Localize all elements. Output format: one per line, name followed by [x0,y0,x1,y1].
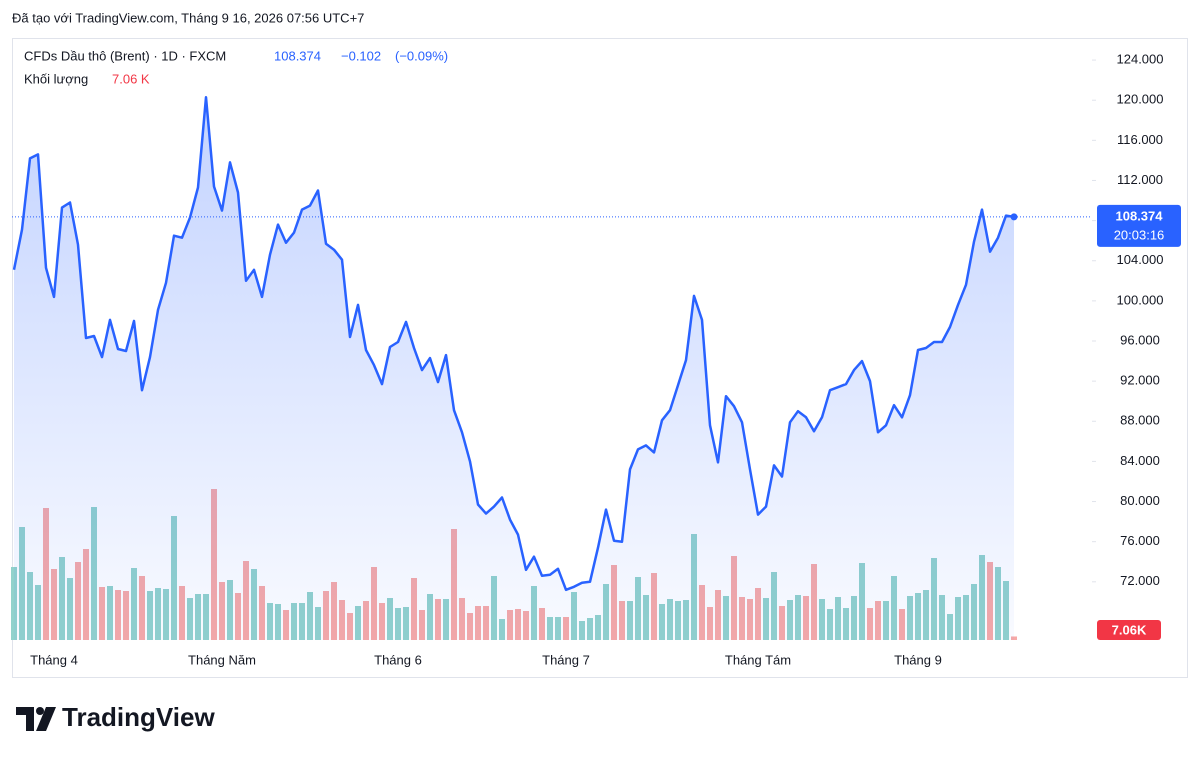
x-tick-label: Tháng 7 [542,652,590,667]
logo-icon [36,707,44,715]
logo-text: TradingView [62,702,215,732]
y-tick-label: 92.000 [1120,373,1160,388]
legend-change-percent: (−0.09%) [395,48,448,63]
last-point [1010,213,1018,221]
price-line [12,95,1015,592]
logo-icon [36,707,56,731]
volume-badge-value: 7.06K [1112,622,1147,637]
y-tick-label: 80.000 [1120,493,1160,508]
y-tick-label: 76.000 [1120,533,1160,548]
x-tick-label: Tháng Tám [725,652,791,667]
y-tick-label: 104.000 [1117,252,1164,267]
chart-frame [12,38,1188,678]
y-tick-label: 116.000 [1117,132,1163,147]
volume-legend-name: Khối lượng [24,71,88,86]
y-tick-label: 96.000 [1120,332,1160,347]
y-tick-label: 84.000 [1120,453,1160,468]
y-tick-label: 112.000 [1117,172,1163,187]
logo-icon [16,707,34,731]
header: Đã tạo với TradingView.com, Tháng 9 16, … [12,10,364,25]
legend-title: CFDs Dầu thô (Brent) · 1D · FXCM [24,48,226,63]
price-badge-value: 108.374 [1116,208,1164,223]
x-tick-label: Tháng 9 [894,652,942,667]
x-tick-label: Tháng 4 [30,652,78,667]
volume-legend-value: 7.06 K [112,71,150,86]
y-tick-label: 100.000 [1117,292,1164,307]
y-tick-label: 120.000 [1117,92,1164,107]
x-tick-label: Tháng 6 [374,652,422,667]
y-tick-label: 88.000 [1120,413,1160,428]
plot: 72.000 76.000 80.000 84.000 88.000 92.000 96.0… [11,52,1181,667]
area-fill [14,97,1014,640]
logo: TradingView [16,702,215,732]
volume-badge [1097,620,1161,640]
price-badge [1097,204,1181,247]
y-tick-label: 72.000 [1120,573,1160,588]
legend-last: 108.374 [274,48,321,63]
countdown: 20:03:16 [1114,227,1165,242]
legend-change: −0.102 [341,48,381,63]
y-tick-label: 124.000 [1117,52,1164,67]
x-tick-label: Tháng Năm [188,652,256,667]
